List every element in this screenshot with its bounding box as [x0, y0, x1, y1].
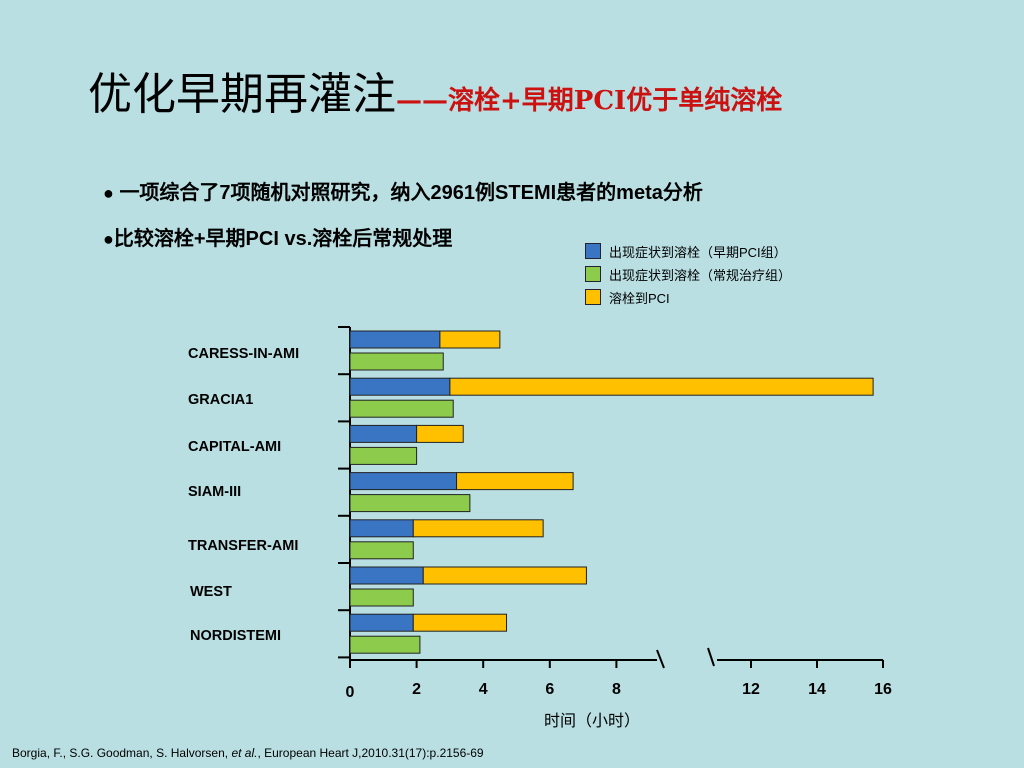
legend-item-standard-care: 出现症状到溶栓（常规治疗组）: [585, 263, 791, 285]
citation-journal: , European Heart J,2010.31(17):p.2156-69: [257, 746, 484, 760]
legend-swatch-standard-care: [585, 266, 601, 282]
bar-early-pci: [349, 566, 424, 585]
legend-swatch-early-pci: [585, 243, 601, 259]
bar-standard-care: [349, 541, 414, 560]
bar-lysis-to-pci: [456, 472, 574, 491]
legend-item-lysis-to-pci: 溶栓到PCI: [585, 286, 791, 308]
legend-label: 出现症状到溶栓（早期PCI组）: [609, 244, 787, 260]
bar-standard-care: [349, 399, 454, 418]
bar-lysis-to-pci: [412, 519, 544, 538]
x-tick-label: 16: [874, 681, 892, 698]
slide-title-subtitle: ——溶栓+早期PCI优于单纯溶栓: [396, 86, 783, 116]
bar-early-pci: [349, 472, 458, 491]
study-label-nordistemi: NORDISTEMI: [190, 628, 282, 644]
bullet-text: 比较溶栓+早期PCI vs.溶栓后常规处理: [113, 228, 453, 250]
bullet-marker: ●: [103, 183, 114, 203]
bar-early-pci: [349, 424, 418, 443]
bar-early-pci: [349, 519, 414, 538]
study-label-siam: SIAM-III: [188, 484, 242, 500]
bullet-comparison: ●比较溶栓+早期PCI vs.溶栓后常规处理: [103, 222, 452, 251]
x-tick-label: 2: [412, 681, 421, 698]
bar-lysis-to-pci: [412, 613, 508, 632]
legend-label: 溶栓到PCI: [609, 290, 670, 306]
bar-lysis-to-pci: [439, 330, 501, 349]
legend-label: 出现症状到溶栓（常规治疗组）: [609, 267, 792, 283]
study-label-gracia1: GRACIA1: [188, 392, 254, 408]
study-label-west: WEST: [190, 584, 232, 600]
x-tick-label: 6: [545, 681, 554, 698]
citation-authors: Borgia, F., S.G. Goodman, S. Halvorsen,: [12, 746, 232, 760]
bar-lysis-to-pci: [416, 424, 464, 443]
bar-standard-care: [349, 494, 471, 513]
slide-title: 优化早期再灌注——溶栓+早期PCI优于单纯溶栓: [88, 58, 782, 122]
x-axis-break-mark: [656, 649, 665, 669]
bar-early-pci: [349, 377, 451, 396]
study-label-caress: CARESS-IN-AMI: [188, 346, 300, 362]
bar-standard-care: [349, 352, 444, 371]
bar-standard-care: [349, 446, 418, 465]
study-label-capital: CAPITAL-AMI: [188, 439, 282, 455]
bullet-meta-analysis: ● 一项综合了7项随机对照研究，纳入2961例STEMI患者的meta分析: [103, 176, 703, 205]
bar-lysis-to-pci: [449, 377, 874, 396]
legend-item-early-pci: 出现症状到溶栓（早期PCI组）: [585, 240, 791, 262]
bullet-marker: ●: [103, 229, 114, 249]
bullet-text: 一项综合了7项随机对照研究，纳入2961例STEMI患者的meta分析: [119, 182, 703, 204]
legend-swatch-lysis-to-pci: [585, 289, 601, 305]
slide-title-main: 优化早期再灌注: [88, 69, 396, 120]
citation-etal: et al.: [231, 746, 258, 760]
x-tick-label: 4: [479, 681, 488, 698]
citation-footer: Borgia, F., S.G. Goodman, S. Halvorsen, …: [12, 746, 484, 760]
x-tick-label: 8: [612, 681, 621, 698]
bar-early-pci: [349, 613, 414, 632]
x-tick-label: 12: [742, 681, 760, 698]
x-axis-break-mark: [707, 647, 715, 667]
study-label-transfer: TRANSFER-AMI: [188, 538, 299, 554]
bar-standard-care: [349, 588, 414, 607]
x-tick-label: 14: [808, 681, 826, 698]
bar-standard-care: [349, 635, 421, 654]
bar-early-pci: [349, 330, 441, 349]
x-axis-title: 时间（小时）: [544, 713, 641, 730]
chart-legend: 出现症状到溶栓（早期PCI组） 出现症状到溶栓（常规治疗组） 溶栓到PCI: [585, 240, 791, 309]
x-tick-label: 0: [346, 684, 355, 701]
bar-lysis-to-pci: [422, 566, 587, 585]
